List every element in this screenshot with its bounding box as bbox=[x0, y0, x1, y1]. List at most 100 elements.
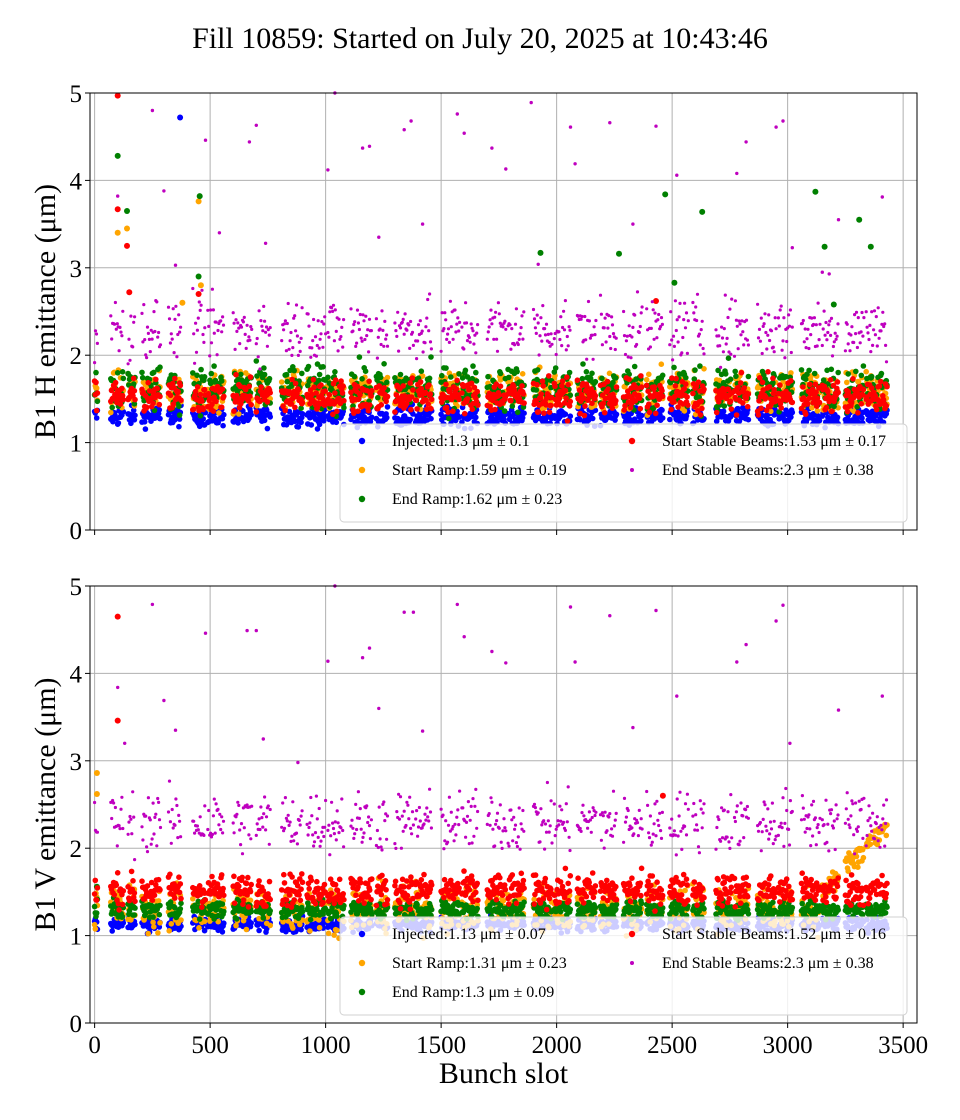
point-start_stable bbox=[883, 403, 890, 409]
point-end_stable bbox=[309, 355, 313, 359]
point-start_stable bbox=[728, 406, 735, 412]
point-end_stable bbox=[221, 315, 225, 319]
point-end_stable bbox=[882, 324, 886, 329]
point-end_stable bbox=[323, 315, 327, 319]
point-end_stable bbox=[867, 337, 871, 342]
plot-frame bbox=[89, 92, 918, 531]
point-start_stable bbox=[802, 411, 809, 418]
point-end_stable bbox=[449, 325, 453, 329]
point-start_stable bbox=[459, 390, 465, 396]
point-end_ramp bbox=[93, 369, 99, 376]
outlier-point-end_stable bbox=[217, 231, 222, 235]
point-end_stable bbox=[460, 325, 464, 329]
point-start_stable bbox=[146, 388, 153, 394]
point-end_stable bbox=[815, 344, 819, 348]
point-end_stable bbox=[170, 337, 174, 341]
point-start_stable bbox=[357, 392, 363, 398]
point-start_stable bbox=[170, 401, 177, 407]
point-start_ramp bbox=[606, 370, 613, 377]
point-start_stable bbox=[823, 404, 830, 411]
point-end_stable bbox=[568, 328, 572, 332]
point-start_ramp bbox=[716, 377, 723, 384]
point-end_stable bbox=[759, 316, 763, 320]
point-start_stable bbox=[636, 395, 643, 402]
point-start_stable bbox=[759, 379, 766, 386]
point-start_stable bbox=[646, 409, 653, 416]
point-injected bbox=[176, 416, 183, 422]
point-start_stable bbox=[200, 406, 206, 413]
point-end_stable bbox=[854, 332, 858, 336]
point-injected bbox=[267, 414, 274, 420]
outlier-point-end_stable bbox=[536, 262, 540, 266]
point-end_ramp bbox=[462, 367, 469, 374]
outlier-point-start_stable bbox=[653, 298, 659, 304]
outlier-point-end_stable bbox=[820, 270, 824, 274]
point-end_stable bbox=[150, 337, 154, 341]
point-end_stable bbox=[470, 326, 474, 330]
point-end_ramp bbox=[683, 374, 689, 381]
point-end_stable bbox=[669, 310, 673, 314]
point-end_stable bbox=[598, 293, 603, 297]
point-end_stable bbox=[739, 333, 743, 337]
point-end_stable bbox=[692, 311, 696, 315]
point-end_stable bbox=[257, 309, 261, 313]
point-start_stable bbox=[221, 393, 227, 400]
point-start_stable bbox=[735, 384, 741, 391]
point-end_stable bbox=[874, 315, 878, 319]
outlier-point-end_stable bbox=[827, 272, 831, 276]
point-start_stable bbox=[456, 396, 462, 403]
point-end_stable bbox=[746, 343, 751, 347]
point-end_stable bbox=[873, 333, 878, 337]
point-end_stable bbox=[310, 346, 314, 350]
legend-entry-end_stable: End Stable Beams:2.3 μm ± 0.38 bbox=[662, 462, 874, 479]
point-start_stable bbox=[755, 412, 762, 418]
point-end_stable bbox=[728, 307, 732, 311]
point-end_stable bbox=[282, 322, 287, 326]
point-start_stable bbox=[428, 405, 434, 412]
point-injected bbox=[295, 424, 302, 430]
point-end_stable bbox=[876, 306, 880, 310]
point-start_stable bbox=[638, 373, 644, 379]
point-end_stable bbox=[881, 310, 885, 314]
point-start_stable bbox=[201, 386, 208, 393]
point-start_stable bbox=[428, 396, 435, 403]
point-start_stable bbox=[816, 399, 823, 406]
point-end_stable bbox=[829, 316, 834, 320]
point-start_stable bbox=[172, 375, 178, 382]
point-end_stable bbox=[169, 332, 173, 336]
point-end_stable bbox=[418, 319, 422, 323]
point-start_stable bbox=[535, 409, 542, 415]
point-end_stable bbox=[610, 315, 614, 319]
point-start_stable bbox=[681, 386, 688, 392]
point-start_stable bbox=[621, 407, 628, 413]
point-start_ramp bbox=[93, 385, 100, 392]
point-end_stable bbox=[487, 325, 491, 329]
point-end_stable bbox=[517, 337, 521, 341]
outlier-point-end_stable bbox=[150, 108, 155, 113]
point-end_ramp bbox=[397, 371, 404, 378]
point-end_stable bbox=[215, 353, 219, 357]
point-start_stable bbox=[190, 406, 197, 413]
point-end_stable bbox=[806, 327, 810, 331]
point-end_stable bbox=[93, 329, 98, 333]
point-end_ramp bbox=[356, 354, 363, 360]
point-end_stable bbox=[115, 322, 119, 326]
outlier-point-end_ramp bbox=[671, 279, 678, 286]
point-end_ramp bbox=[190, 370, 196, 376]
point-end_stable bbox=[680, 351, 684, 355]
point-injected bbox=[384, 404, 391, 410]
point-end_stable bbox=[245, 323, 249, 327]
point-end_stable bbox=[207, 324, 211, 328]
point-injected bbox=[438, 411, 444, 418]
point-injected bbox=[789, 409, 796, 416]
point-end_stable bbox=[738, 322, 742, 326]
point-end_stable bbox=[676, 340, 680, 344]
point-end_stable bbox=[140, 311, 144, 315]
point-end_stable bbox=[214, 320, 218, 324]
point-end_stable bbox=[599, 312, 604, 316]
point-start_stable bbox=[548, 402, 554, 409]
point-end_stable bbox=[762, 322, 766, 326]
point-end_stable bbox=[361, 313, 365, 317]
point-end_stable bbox=[718, 344, 722, 348]
point-start_stable bbox=[810, 399, 817, 406]
